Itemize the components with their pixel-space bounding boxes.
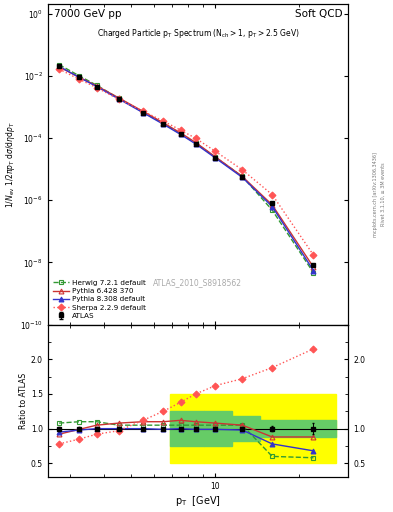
Herwig 7.2.1 default	[116, 95, 121, 101]
Pythia 8.308 default	[94, 83, 99, 90]
Bar	[260, 394, 296, 463]
Sherpa 2.2.9 default	[178, 127, 183, 133]
Line: Herwig 7.2.1 default: Herwig 7.2.1 default	[57, 62, 316, 275]
Sherpa 2.2.9 default	[240, 167, 245, 173]
Sherpa 2.2.9 default	[141, 108, 145, 114]
Sherpa 2.2.9 default	[116, 96, 121, 102]
Bar	[232, 394, 260, 463]
Herwig 7.2.1 default	[141, 109, 145, 115]
Pythia 8.308 default	[116, 96, 121, 102]
Text: Soft QCD: Soft QCD	[295, 9, 342, 19]
Text: 7000 GeV pp: 7000 GeV pp	[53, 9, 121, 19]
Bar	[204, 411, 232, 446]
Herwig 7.2.1 default	[240, 174, 245, 180]
Pythia 8.308 default	[141, 110, 145, 116]
Bar	[296, 394, 336, 463]
Sherpa 2.2.9 default	[270, 191, 275, 198]
Pythia 8.308 default	[213, 155, 218, 161]
Pythia 6.428 370	[311, 264, 316, 270]
Sherpa 2.2.9 default	[57, 66, 61, 72]
Pythia 8.308 default	[161, 121, 165, 127]
Sherpa 2.2.9 default	[77, 76, 82, 82]
Herwig 7.2.1 default	[57, 61, 61, 68]
Bar	[169, 394, 204, 463]
Pythia 6.428 370	[116, 95, 121, 101]
Pythia 6.428 370	[141, 109, 145, 115]
Pythia 8.308 default	[193, 141, 198, 147]
Pythia 6.428 370	[193, 139, 198, 145]
Sherpa 2.2.9 default	[193, 135, 198, 141]
Pythia 6.428 370	[77, 74, 82, 80]
Bar	[260, 420, 296, 437]
Sherpa 2.2.9 default	[161, 118, 165, 124]
Herwig 7.2.1 default	[270, 207, 275, 213]
Herwig 7.2.1 default	[311, 270, 316, 276]
X-axis label: $\mathrm{p_T}$  [GeV]: $\mathrm{p_T}$ [GeV]	[175, 494, 221, 508]
Pythia 8.308 default	[57, 63, 61, 70]
Line: Pythia 8.308 default: Pythia 8.308 default	[57, 64, 316, 273]
Herwig 7.2.1 default	[77, 73, 82, 79]
Legend: Herwig 7.2.1 default, Pythia 6.428 370, Pythia 8.308 default, Sherpa 2.2.9 defau: Herwig 7.2.1 default, Pythia 6.428 370, …	[51, 278, 148, 321]
Pythia 8.308 default	[240, 175, 245, 181]
Y-axis label: $1/N_\mathrm{ev}\ 1/2\pi p_T\ \mathrm{d}\sigma/\mathrm{d}\eta\mathrm{d}p_T$: $1/N_\mathrm{ev}\ 1/2\pi p_T\ \mathrm{d}…	[4, 121, 17, 208]
Herwig 7.2.1 default	[193, 140, 198, 146]
Line: Pythia 6.428 370: Pythia 6.428 370	[57, 65, 316, 269]
Herwig 7.2.1 default	[178, 131, 183, 137]
Pythia 6.428 370	[240, 174, 245, 180]
Sherpa 2.2.9 default	[311, 252, 316, 258]
Y-axis label: Ratio to ATLAS: Ratio to ATLAS	[19, 373, 28, 429]
Line: Sherpa 2.2.9 default: Sherpa 2.2.9 default	[57, 67, 316, 258]
Pythia 6.428 370	[57, 64, 61, 70]
Pythia 8.308 default	[270, 203, 275, 209]
Sherpa 2.2.9 default	[94, 84, 99, 91]
Pythia 6.428 370	[270, 202, 275, 208]
Pythia 6.428 370	[213, 154, 218, 160]
Pythia 8.308 default	[77, 74, 82, 80]
Pythia 6.428 370	[178, 130, 183, 136]
Pythia 6.428 370	[161, 120, 165, 126]
Herwig 7.2.1 default	[161, 120, 165, 126]
Pythia 8.308 default	[178, 132, 183, 138]
Herwig 7.2.1 default	[213, 154, 218, 160]
Text: Charged Particle $\mathrm{p_T}$ Spectrum ($\mathrm{N_{ch} > 1}$, $\mathrm{p_T > : Charged Particle $\mathrm{p_T}$ Spectrum…	[97, 27, 299, 39]
Herwig 7.2.1 default	[94, 82, 99, 88]
Pythia 8.308 default	[311, 268, 316, 274]
Text: Rivet 3.1.10, ≥ 3M events: Rivet 3.1.10, ≥ 3M events	[381, 163, 386, 226]
Pythia 6.428 370	[94, 83, 99, 89]
Bar	[204, 394, 232, 463]
Text: mcplots.cern.ch [arXiv:1306.3436]: mcplots.cern.ch [arXiv:1306.3436]	[373, 152, 378, 237]
Sherpa 2.2.9 default	[213, 148, 218, 155]
Text: ATLAS_2010_S8918562: ATLAS_2010_S8918562	[153, 279, 242, 287]
Bar	[296, 420, 336, 437]
Bar	[169, 411, 204, 446]
Bar	[232, 416, 260, 441]
